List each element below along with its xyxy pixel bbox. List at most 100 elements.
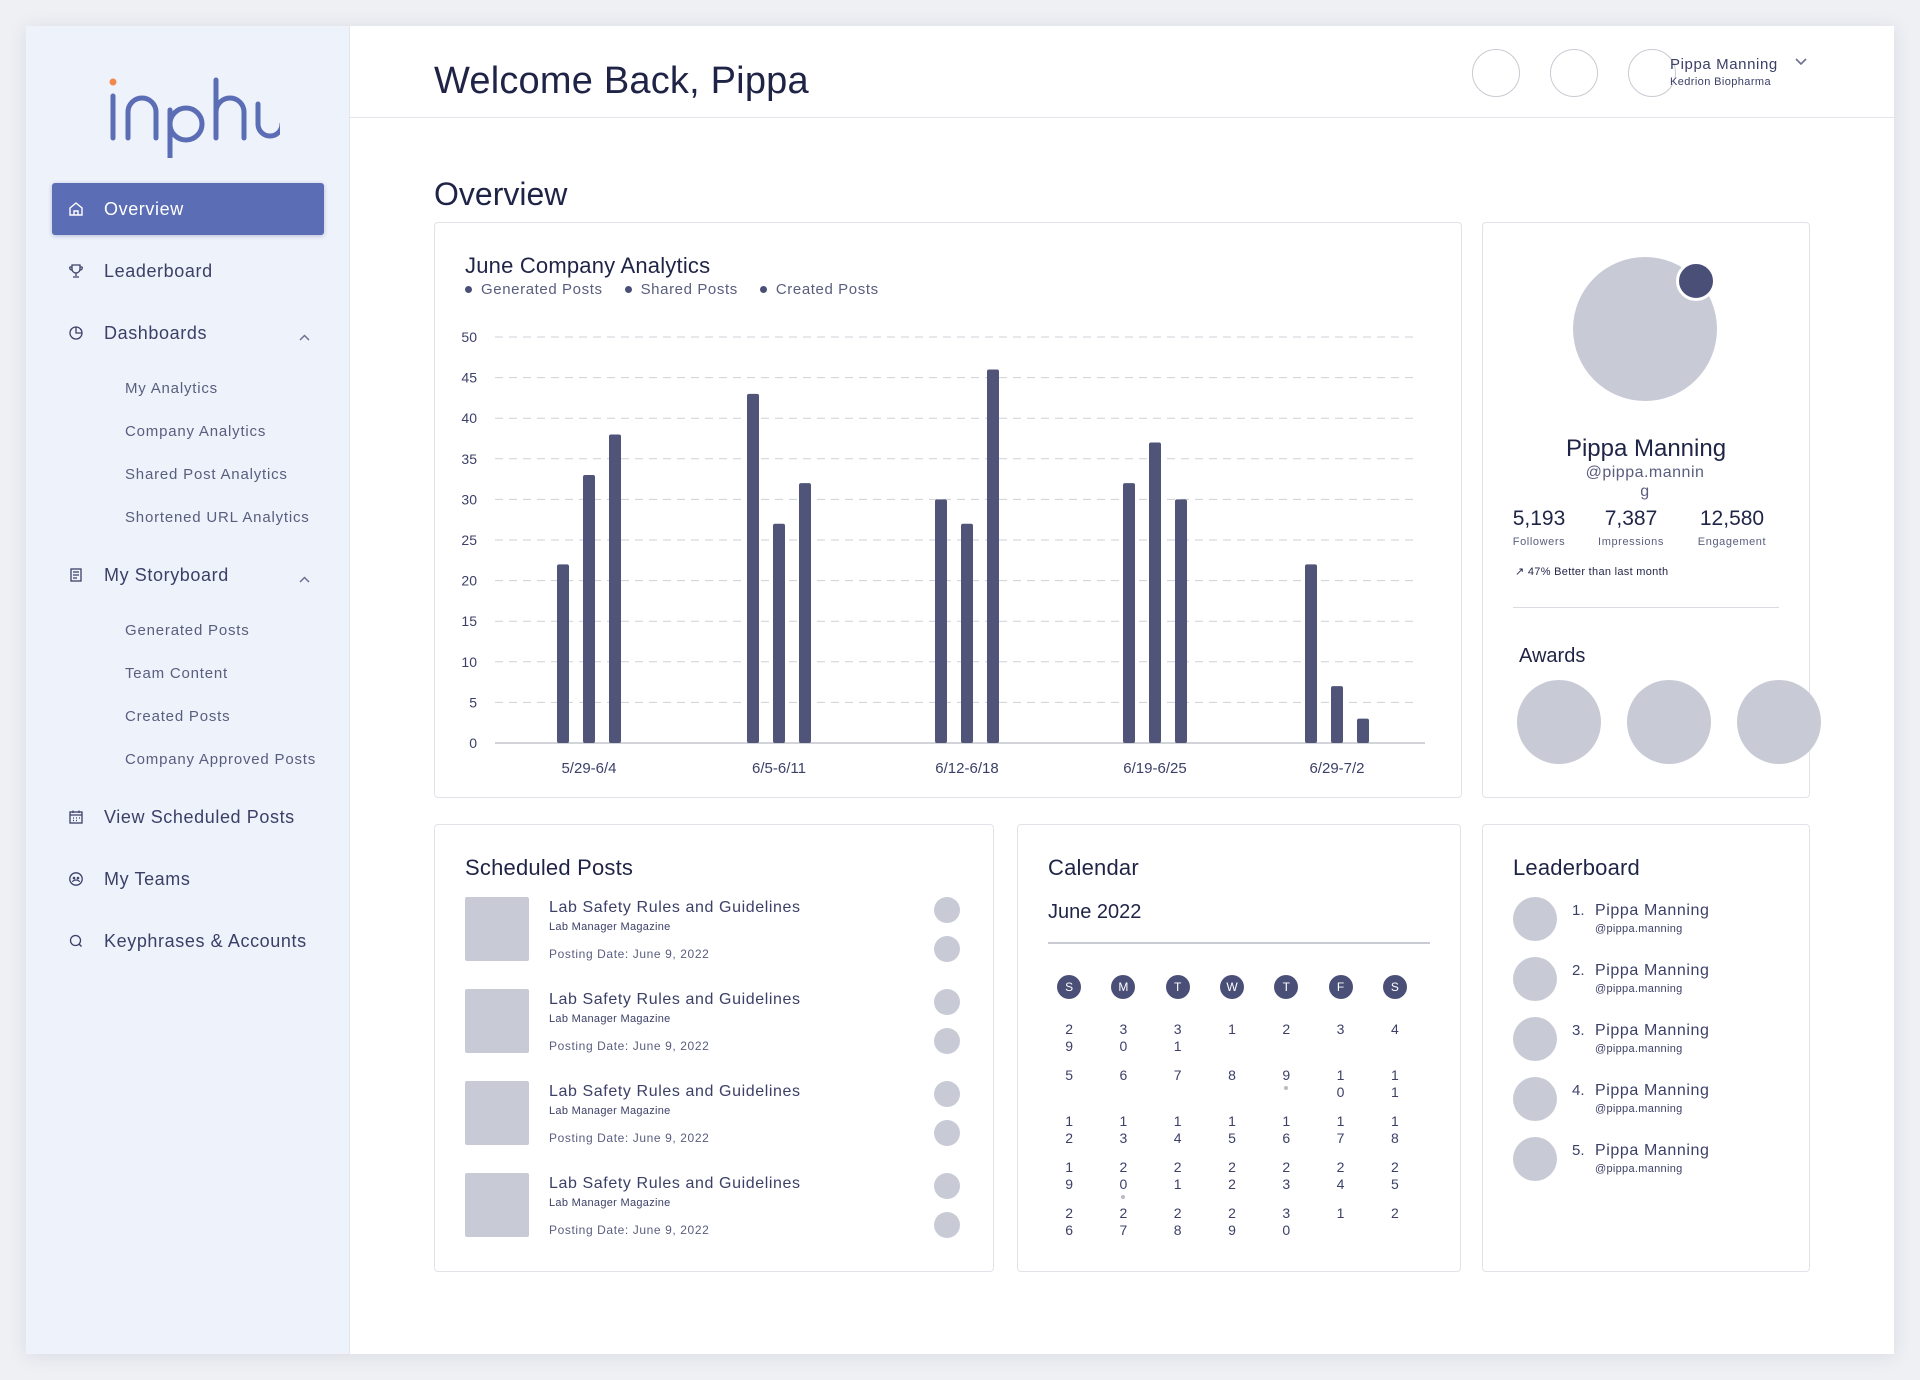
- bar-shared-posts[interactable]: [1331, 686, 1343, 743]
- bar-generated-posts[interactable]: [935, 499, 947, 743]
- inphlu-logo[interactable]: [100, 68, 280, 158]
- delete-post-button[interactable]: [934, 1028, 960, 1054]
- calendar-day[interactable]: 24: [1313, 1159, 1367, 1205]
- bar-shared-posts[interactable]: [773, 523, 785, 743]
- calendar-day[interactable]: 1: [1205, 1021, 1259, 1067]
- calendar-day[interactable]: 19: [1042, 1159, 1096, 1205]
- calendar-day[interactable]: 31: [1151, 1021, 1205, 1067]
- sidebar-subitem-created-posts[interactable]: Created Posts: [125, 708, 231, 725]
- scheduled-post[interactable]: Lab Safety Rules and Guidelines Lab Manag…: [465, 989, 965, 1055]
- sidebar-subitem-company-analytics[interactable]: Company Analytics: [125, 423, 267, 440]
- calendar-day[interactable]: 14: [1151, 1113, 1205, 1159]
- message-icon[interactable]: [1550, 49, 1598, 97]
- calendar-day[interactable]: 3: [1313, 1021, 1367, 1067]
- bar-created-posts[interactable]: [987, 369, 999, 743]
- bar-created-posts[interactable]: [799, 483, 811, 743]
- calendar-day[interactable]: 10: [1313, 1067, 1367, 1113]
- calendar-day[interactable]: 25: [1368, 1159, 1422, 1205]
- calendar-day[interactable]: 29: [1042, 1021, 1096, 1067]
- leaderboard-row[interactable]: 1. Pippa Manning @pippa.manning: [1513, 897, 1793, 941]
- edit-post-button[interactable]: [934, 989, 960, 1015]
- bar-shared-posts[interactable]: [583, 475, 595, 743]
- delete-post-button[interactable]: [934, 1212, 960, 1238]
- calendar-day[interactable]: 5: [1042, 1067, 1096, 1113]
- post-title[interactable]: Lab Safety Rules and Guidelines: [549, 1175, 801, 1192]
- user-avatar[interactable]: [1628, 49, 1676, 97]
- calendar-day[interactable]: 18: [1368, 1113, 1422, 1159]
- user-name[interactable]: Pippa Manning: [1670, 56, 1778, 73]
- scheduled-post[interactable]: Lab Safety Rules and Guidelines Lab Manag…: [465, 1173, 965, 1239]
- edit-post-button[interactable]: [934, 1081, 960, 1107]
- leaderboard-row[interactable]: 2. Pippa Manning @pippa.manning: [1513, 957, 1793, 1001]
- legend-item[interactable]: Shared Posts: [624, 281, 738, 298]
- bar-created-posts[interactable]: [609, 434, 621, 743]
- sidebar-subitem-generated-posts[interactable]: Generated Posts: [125, 622, 250, 639]
- calendar-day[interactable]: 29: [1205, 1205, 1259, 1251]
- notification-icon[interactable]: [1472, 49, 1520, 97]
- calendar-day[interactable]: 17: [1313, 1113, 1367, 1159]
- award-badge[interactable]: [1737, 680, 1821, 764]
- bar-generated-posts[interactable]: [1305, 564, 1317, 743]
- calendar-day[interactable]: 28: [1151, 1205, 1205, 1251]
- edit-post-button[interactable]: [934, 897, 960, 923]
- calendar-day[interactable]: 2: [1368, 1205, 1422, 1251]
- sidebar-item-overview[interactable]: Overview: [52, 183, 324, 235]
- chevron-up-icon[interactable]: [299, 567, 310, 588]
- calendar-day[interactable]: 22: [1205, 1159, 1259, 1205]
- post-title[interactable]: Lab Safety Rules and Guidelines: [549, 991, 801, 1008]
- sidebar-subitem-shared-post-analytics[interactable]: Shared Post Analytics: [125, 466, 288, 483]
- calendar-day[interactable]: 9: [1259, 1067, 1313, 1113]
- calendar-day[interactable]: 8: [1205, 1067, 1259, 1113]
- calendar-day[interactable]: 11: [1368, 1067, 1422, 1113]
- chevron-up-icon[interactable]: [299, 325, 310, 346]
- edit-post-button[interactable]: [934, 1173, 960, 1199]
- bar-created-posts[interactable]: [1357, 718, 1369, 743]
- award-badge[interactable]: [1517, 680, 1601, 764]
- sidebar-item-keyphrases-accounts[interactable]: Keyphrases & Accounts: [52, 915, 324, 967]
- delete-post-button[interactable]: [934, 1120, 960, 1146]
- leaderboard-row[interactable]: 5. Pippa Manning @pippa.manning: [1513, 1137, 1793, 1181]
- legend-item[interactable]: Created Posts: [759, 281, 879, 298]
- chevron-down-icon[interactable]: [1795, 58, 1807, 66]
- calendar-day[interactable]: 7: [1151, 1067, 1205, 1113]
- calendar-day[interactable]: 23: [1259, 1159, 1313, 1205]
- calendar-day[interactable]: 21: [1151, 1159, 1205, 1205]
- sidebar-subitem-company-approved-posts[interactable]: Company Approved Posts: [125, 751, 317, 768]
- calendar-day[interactable]: 26: [1042, 1205, 1096, 1251]
- calendar-day[interactable]: 30: [1259, 1205, 1313, 1251]
- legend-item[interactable]: Generated Posts: [465, 281, 603, 298]
- bar-created-posts[interactable]: [1175, 499, 1187, 743]
- calendar-day[interactable]: 15: [1205, 1113, 1259, 1159]
- sidebar-item-my-storyboard[interactable]: My Storyboard: [52, 549, 324, 601]
- sidebar-subitem-shortened-url-analytics[interactable]: Shortened URL Analytics: [125, 509, 310, 526]
- post-title[interactable]: Lab Safety Rules and Guidelines: [549, 1083, 801, 1100]
- scheduled-post[interactable]: Lab Safety Rules and Guidelines Lab Manag…: [465, 897, 965, 963]
- sidebar-item-view-scheduled-posts[interactable]: View Scheduled Posts: [52, 791, 324, 843]
- calendar-day[interactable]: 27: [1096, 1205, 1150, 1251]
- sidebar-item-my-teams[interactable]: My Teams: [52, 853, 324, 905]
- bar-generated-posts[interactable]: [557, 564, 569, 743]
- sidebar-item-dashboards[interactable]: Dashboards: [52, 307, 324, 359]
- award-badge[interactable]: [1627, 680, 1711, 764]
- calendar-day[interactable]: 20: [1096, 1159, 1150, 1205]
- bar-shared-posts[interactable]: [1149, 442, 1161, 743]
- leaderboard-row[interactable]: 4. Pippa Manning @pippa.manning: [1513, 1077, 1793, 1121]
- calendar-day[interactable]: 30: [1096, 1021, 1150, 1067]
- leaderboard-row[interactable]: 3. Pippa Manning @pippa.manning: [1513, 1017, 1793, 1061]
- calendar-day[interactable]: 13: [1096, 1113, 1150, 1159]
- calendar-day[interactable]: 12: [1042, 1113, 1096, 1159]
- bar-shared-posts[interactable]: [961, 523, 973, 743]
- calendar-day[interactable]: 4: [1368, 1021, 1422, 1067]
- delete-post-button[interactable]: [934, 936, 960, 962]
- calendar-day[interactable]: 6: [1096, 1067, 1150, 1113]
- sidebar-subitem-my-analytics[interactable]: My Analytics: [125, 380, 218, 397]
- calendar-day[interactable]: 1: [1313, 1205, 1367, 1251]
- sidebar-item-leaderboard[interactable]: Leaderboard: [52, 245, 324, 297]
- scheduled-post[interactable]: Lab Safety Rules and Guidelines Lab Manag…: [465, 1081, 965, 1147]
- calendar-day[interactable]: 16: [1259, 1113, 1313, 1159]
- calendar-day[interactable]: 2: [1259, 1021, 1313, 1067]
- bar-generated-posts[interactable]: [747, 393, 759, 743]
- post-title[interactable]: Lab Safety Rules and Guidelines: [549, 899, 801, 916]
- bar-generated-posts[interactable]: [1123, 483, 1135, 743]
- sidebar-subitem-team-content[interactable]: Team Content: [125, 665, 228, 682]
